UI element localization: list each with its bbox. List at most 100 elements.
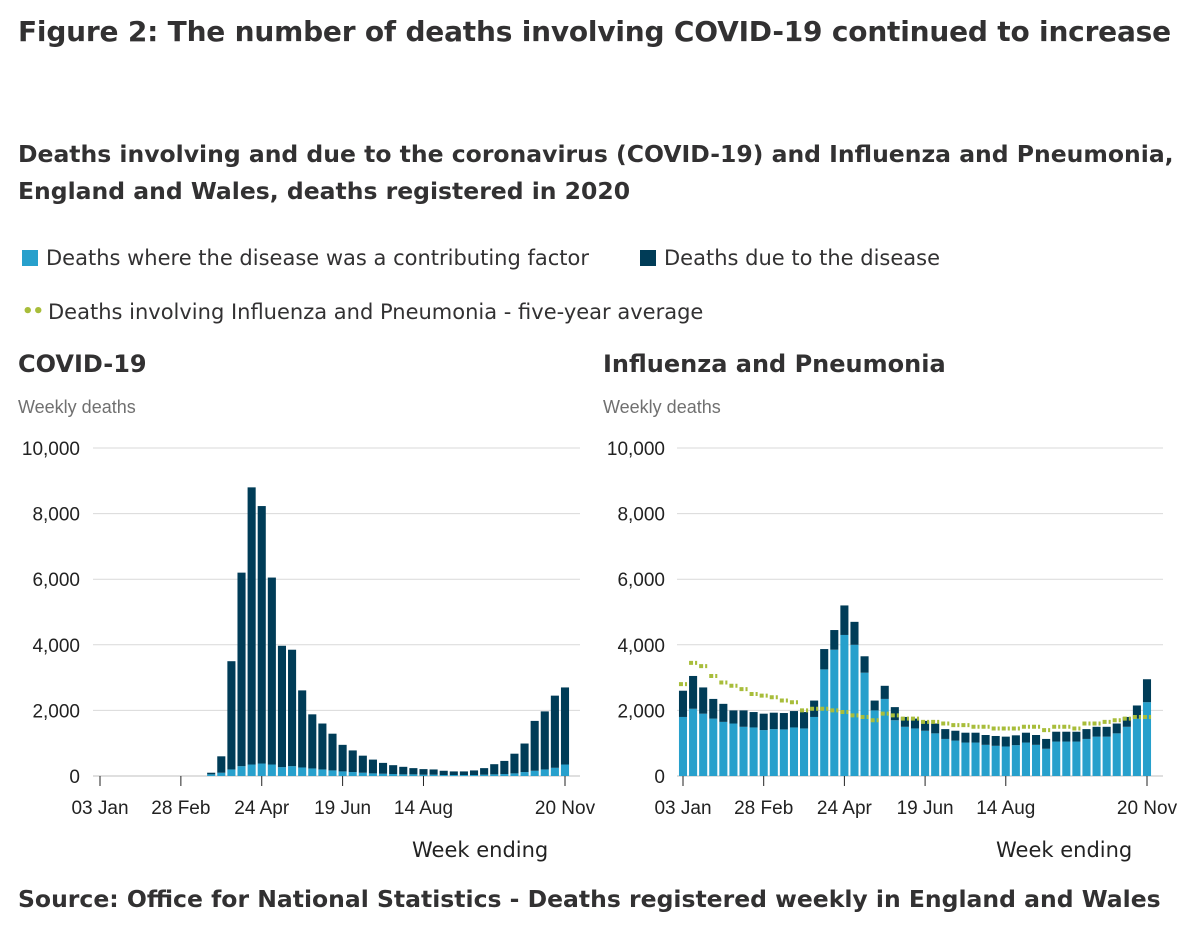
bar-contributing bbox=[530, 770, 539, 776]
figure-title: Figure 2: The number of deaths involving… bbox=[18, 15, 1171, 48]
bar-contributing bbox=[227, 769, 236, 776]
bar-due bbox=[237, 572, 246, 767]
panel-title-covid: COVID-19 bbox=[18, 350, 147, 378]
bar-contributing bbox=[1011, 745, 1020, 776]
bar-due bbox=[409, 768, 418, 775]
panel-title-influenza: Influenza and Pneumonia bbox=[603, 350, 946, 378]
bar-due bbox=[368, 759, 377, 774]
bar-contributing bbox=[719, 721, 728, 776]
bar-contributing bbox=[368, 773, 377, 776]
bar-contributing bbox=[1021, 742, 1030, 776]
bar-contributing bbox=[358, 772, 367, 776]
bar-due bbox=[338, 744, 347, 772]
bar-contributing bbox=[971, 742, 980, 776]
bar-due bbox=[880, 685, 889, 699]
x-tick-label: 14 Aug bbox=[976, 798, 1035, 819]
x-tick-label: 03 Jan bbox=[654, 798, 711, 819]
bar-contributing bbox=[890, 720, 899, 776]
y-tick-label: 0 bbox=[654, 767, 665, 788]
bar-due bbox=[1122, 716, 1131, 727]
bar-due bbox=[510, 753, 519, 774]
bar-contributing bbox=[759, 730, 768, 776]
bar-due bbox=[860, 656, 869, 673]
bar-due bbox=[800, 712, 809, 729]
y-tick-label: 2,000 bbox=[617, 701, 665, 722]
bar-contributing bbox=[1062, 741, 1071, 776]
bar-contributing bbox=[1112, 733, 1121, 776]
bar-due bbox=[480, 768, 489, 775]
bar-contributing bbox=[870, 710, 879, 776]
bar-due bbox=[429, 769, 438, 775]
bar-contributing bbox=[779, 729, 788, 776]
bar-due bbox=[288, 649, 297, 767]
bar-due bbox=[810, 700, 819, 717]
legend-label-contributing: Deaths where the disease was a contribut… bbox=[46, 246, 590, 270]
bar-due bbox=[247, 487, 256, 765]
bar-contributing bbox=[961, 742, 970, 776]
bar-contributing bbox=[941, 738, 950, 776]
x-tick-label: 19 Jun bbox=[897, 798, 954, 819]
source-note: Source: Office for National Statistics -… bbox=[18, 885, 1161, 913]
bar-due bbox=[991, 735, 1000, 746]
bar-contributing bbox=[910, 728, 920, 776]
y-tick-label: 6,000 bbox=[32, 570, 80, 591]
bar-contributing bbox=[560, 764, 570, 776]
bar-contributing bbox=[480, 774, 489, 776]
bar-contributing bbox=[288, 766, 297, 776]
bar-contributing bbox=[820, 669, 829, 776]
bar-contributing bbox=[900, 726, 909, 776]
bar-due bbox=[931, 723, 940, 734]
bar-contributing bbox=[880, 698, 889, 776]
bar-due bbox=[820, 649, 829, 670]
legend-swatch-due bbox=[640, 250, 656, 266]
x-tick-label: 03 Jan bbox=[71, 798, 128, 819]
panel-ylabel-influenza: Weekly deaths bbox=[603, 397, 721, 417]
bar-contributing bbox=[678, 716, 688, 776]
bar-due bbox=[540, 711, 549, 770]
bar-due bbox=[257, 506, 266, 764]
legend-item-due: Deaths due to the disease bbox=[640, 246, 940, 270]
bar-due bbox=[207, 772, 216, 775]
bar-due bbox=[358, 755, 367, 773]
y-tick-label: 8,000 bbox=[32, 505, 80, 526]
bar-due bbox=[739, 710, 748, 727]
legend-item-average: •• Deaths involving Influenza and Pneumo… bbox=[22, 300, 703, 324]
bar-due bbox=[227, 661, 236, 770]
bar-contributing bbox=[1032, 744, 1041, 776]
bar-due bbox=[449, 771, 458, 776]
xaxis-label-covid: Week ending bbox=[412, 838, 549, 862]
bar-due bbox=[217, 756, 226, 773]
bar-contributing bbox=[1052, 741, 1061, 776]
bar-due bbox=[298, 690, 307, 768]
bar-contributing bbox=[379, 773, 388, 776]
bar-contributing bbox=[840, 634, 849, 776]
bar-due bbox=[459, 771, 468, 776]
bar-contributing bbox=[409, 774, 418, 776]
bar-contributing bbox=[1082, 738, 1091, 776]
bar-contributing bbox=[550, 767, 559, 776]
bar-due bbox=[910, 718, 920, 729]
bar-due bbox=[779, 713, 788, 730]
bar-contributing bbox=[419, 774, 428, 776]
bar-due bbox=[971, 732, 980, 743]
bar-contributing bbox=[789, 727, 798, 776]
bar-due bbox=[699, 687, 708, 714]
legend-swatch-contributing bbox=[22, 250, 38, 266]
bar-contributing bbox=[921, 730, 930, 776]
bar-contributing bbox=[1132, 718, 1141, 776]
bar-due bbox=[830, 630, 839, 650]
bar-due bbox=[1082, 729, 1091, 739]
y-tick-label: 10,000 bbox=[22, 439, 80, 460]
bar-due bbox=[759, 713, 768, 731]
bar-due bbox=[1072, 731, 1081, 742]
legend-item-contributing: Deaths where the disease was a contribut… bbox=[22, 246, 589, 270]
x-tick-label: 20 Nov bbox=[535, 798, 596, 819]
bar-due bbox=[389, 765, 398, 775]
bar-due bbox=[439, 770, 448, 776]
bar-contributing bbox=[699, 713, 708, 776]
bar-due bbox=[921, 720, 930, 731]
bar-contributing bbox=[1102, 736, 1111, 776]
bar-due bbox=[379, 762, 388, 774]
y-tick-label: 8,000 bbox=[617, 505, 665, 526]
bar-contributing bbox=[689, 708, 698, 776]
